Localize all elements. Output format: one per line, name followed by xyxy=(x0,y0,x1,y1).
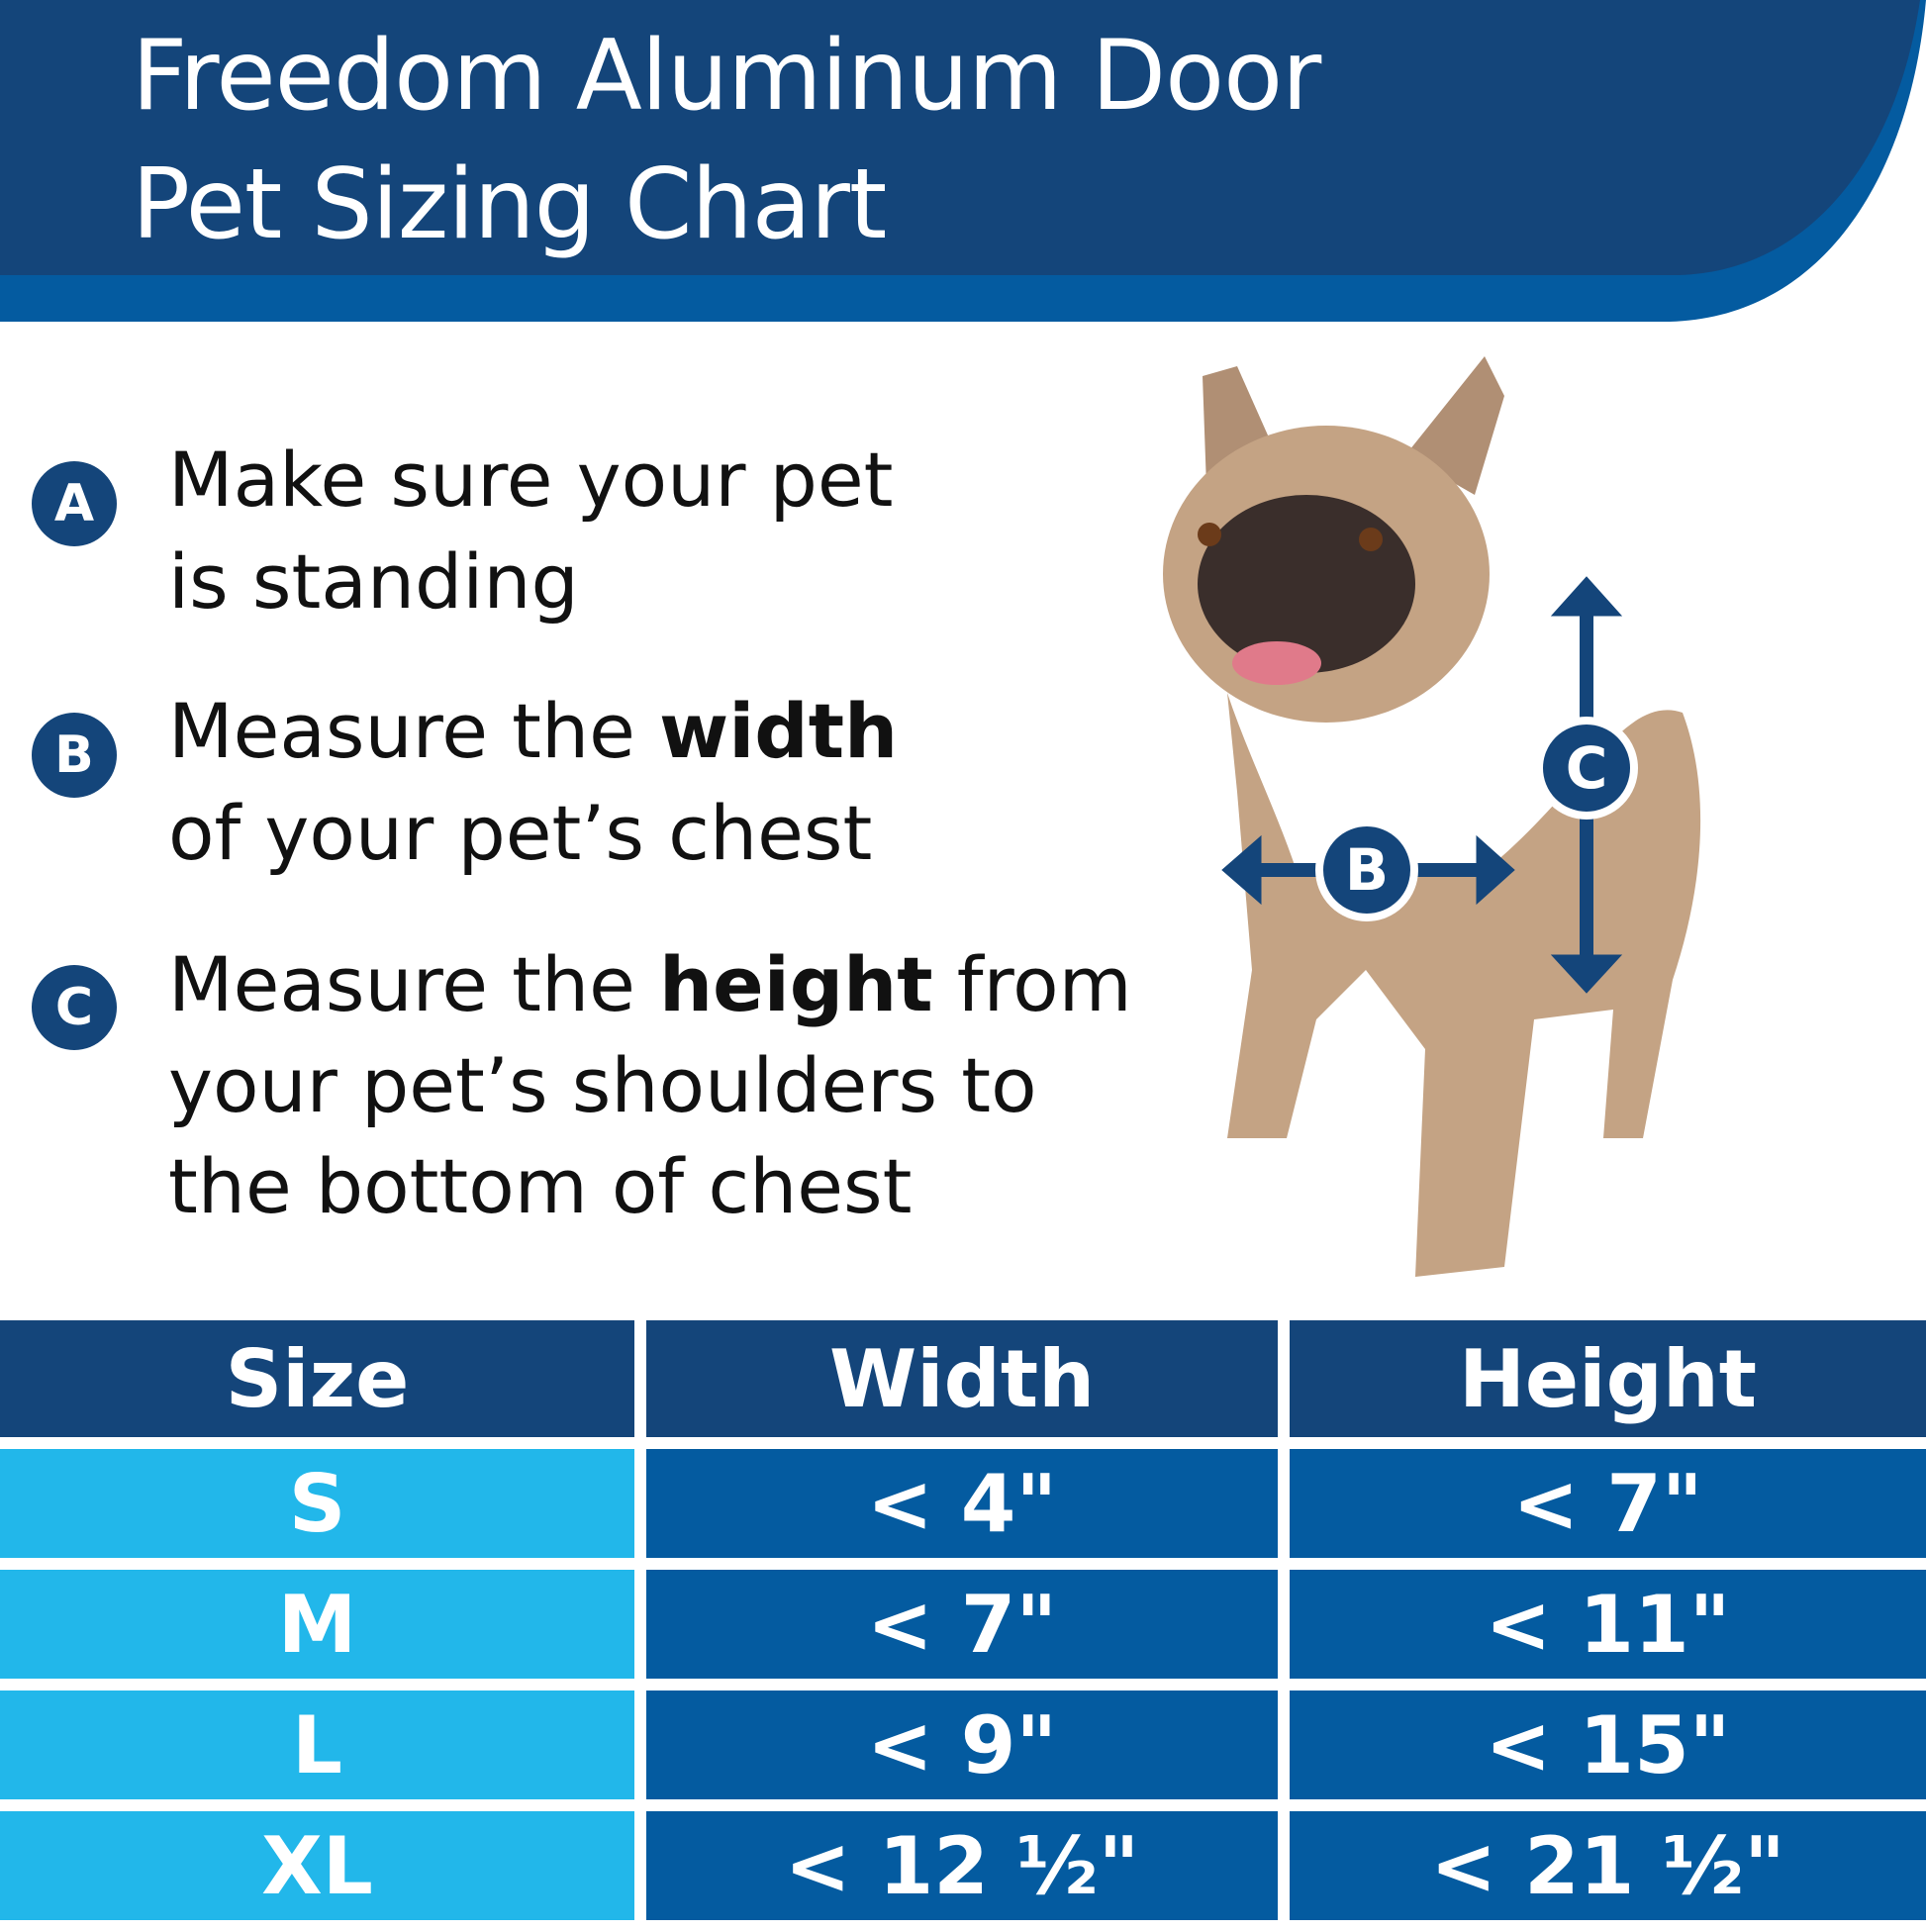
step-a-line2: is standing xyxy=(168,537,579,626)
step-c-line1: Measure the height from xyxy=(168,940,1132,1028)
size-cell: L xyxy=(0,1690,634,1799)
dog-photo xyxy=(1163,356,1701,1277)
sizing-table: Size Width Height S < 4" < 7" M < 7" < 1… xyxy=(0,1308,1926,1932)
page-title-line2: Pet Sizing Chart xyxy=(132,148,887,261)
header-banner xyxy=(0,0,1926,322)
size-cell: M xyxy=(0,1570,634,1679)
table-row: L < 9" < 15" xyxy=(0,1690,1926,1799)
table-row: XL < 12 ½" < 21 ½" xyxy=(0,1811,1926,1920)
height-cell: < 15" xyxy=(1290,1690,1926,1799)
step-a-badge: A xyxy=(32,461,117,546)
size-cell: XL xyxy=(0,1811,634,1920)
header-size: Size xyxy=(0,1320,634,1437)
step-b-line2: of your pet’s chest xyxy=(168,789,873,877)
step-c-line2: your pet’s shoulders to xyxy=(168,1041,1037,1129)
height-cell: < 11" xyxy=(1290,1570,1926,1679)
table-row: S < 4" < 7" xyxy=(0,1449,1926,1558)
step-b-badge: B xyxy=(32,713,117,798)
size-cell: S xyxy=(0,1449,634,1558)
step-b-line1: Measure the width xyxy=(168,687,899,775)
width-marker: B xyxy=(1345,836,1389,904)
table-row: M < 7" < 11" xyxy=(0,1570,1926,1679)
width-cell: < 7" xyxy=(646,1570,1278,1679)
page-title-line1: Freedom Aluminum Door xyxy=(132,20,1321,133)
height-cell: < 21 ½" xyxy=(1290,1811,1926,1920)
header-height: Height xyxy=(1290,1320,1926,1437)
width-cell: < 12 ½" xyxy=(646,1811,1278,1920)
step-c-line3: the bottom of chest xyxy=(168,1142,913,1230)
dog-illustration: C B xyxy=(1163,356,1701,1277)
step-c-badge: C xyxy=(32,965,117,1050)
width-cell: < 9" xyxy=(646,1690,1278,1799)
table-header-row: Size Width Height xyxy=(0,1320,1926,1437)
step-a-line1: Make sure your pet xyxy=(168,435,894,524)
header-width: Width xyxy=(646,1320,1278,1437)
width-cell: < 4" xyxy=(646,1449,1278,1558)
height-marker: C xyxy=(1566,734,1608,802)
height-cell: < 7" xyxy=(1290,1449,1926,1558)
